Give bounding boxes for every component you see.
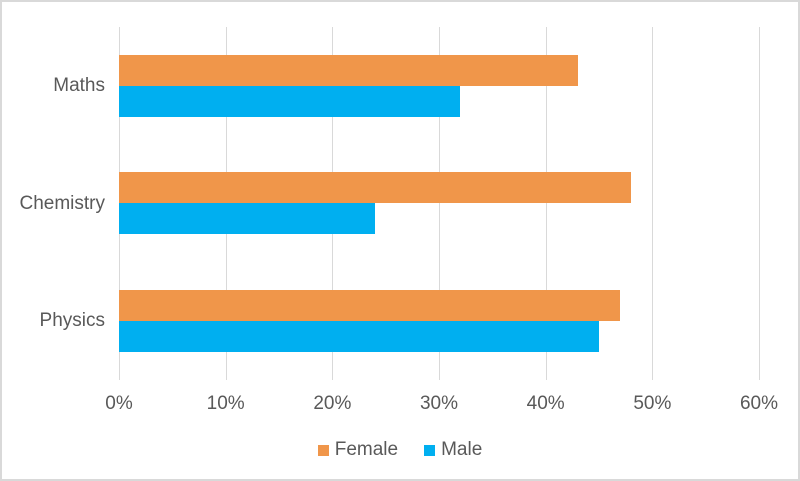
gridline [545,27,547,380]
category-label-chemistry: Chemistry [19,192,105,214]
bar-female-maths [119,54,578,86]
category-band-physics [119,262,759,380]
gridline [439,27,440,380]
x-tick-label: 10% [206,393,245,414]
x-tick-label: 20% [313,393,352,414]
bar-female-physics [119,290,621,322]
category-axis: Maths Chemistry Physics [2,27,105,380]
plot-area [119,27,760,380]
category-band-chemistry [119,145,759,263]
legend-swatch-female-icon [317,444,329,456]
x-tick-label: 60% [739,393,779,414]
bar-male-physics [119,321,599,353]
x-tick-label: 50% [633,393,672,414]
legend: Female Male [2,439,798,461]
category-label-physics: Physics [39,310,105,332]
x-tick-label: 30% [419,393,459,414]
legend-swatch-male-icon [424,444,436,456]
x-tick-label: 40% [526,393,565,414]
bar-rows [119,27,759,380]
legend-label-male: Male [441,439,483,460]
bar-male-maths [119,85,461,117]
gridline [759,27,760,380]
legend-label-female: Female [334,439,399,460]
x-tick-label: 0% [105,393,133,414]
gridline [652,27,654,380]
x-axis: 0% 10% 20% 30% 40% 50% 60% [2,392,798,416]
bar-female-chemistry [119,172,631,204]
legend-item-male: Male [424,439,482,461]
category-label-maths: Maths [53,74,105,96]
category-band-maths [119,27,759,145]
bar-male-chemistry [119,203,375,235]
legend-item-female: Female [317,439,399,461]
